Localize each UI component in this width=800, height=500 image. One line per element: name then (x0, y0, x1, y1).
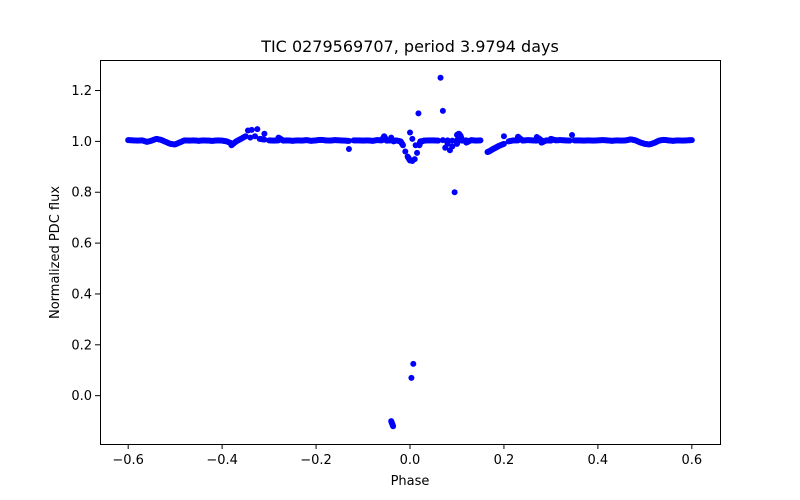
data-point (409, 135, 416, 142)
data-point (414, 149, 421, 156)
data-point (252, 133, 258, 140)
data-point (449, 143, 456, 150)
data-point (407, 129, 413, 136)
x-tick-label: −0.6 (112, 453, 144, 468)
data-point (406, 156, 413, 163)
y-axis: 0.0 0.2 0.4 0.6 0.8 1.0 1.2 (71, 84, 100, 404)
y-tick-label: 1.2 (71, 84, 92, 99)
x-tick-label: 0.6 (681, 453, 702, 468)
data-point (453, 140, 460, 147)
data-point (410, 360, 417, 367)
data-point (248, 126, 255, 133)
x-tick-label: −0.4 (206, 453, 238, 468)
x-tick-label: −0.2 (300, 453, 332, 468)
data-point (437, 74, 444, 81)
data-point (565, 137, 572, 144)
data-point (241, 133, 248, 140)
data-point (687, 137, 694, 144)
y-tick-label: 0.4 (71, 287, 92, 302)
data-point (449, 137, 456, 144)
x-tick-label: 0.4 (588, 453, 609, 468)
data-point (439, 107, 446, 114)
data-point (402, 148, 409, 155)
data-point (569, 132, 576, 139)
data-point (476, 137, 483, 144)
y-tick-label: 0.0 (71, 389, 92, 404)
data-point (415, 110, 422, 117)
y-axis-label: Normalized PDC flux (48, 186, 63, 319)
data-points (125, 74, 695, 430)
data-point (345, 146, 352, 153)
x-axis: −0.6 −0.4 −0.2 0.0 0.2 0.4 0.6 (112, 444, 702, 468)
data-point (500, 141, 506, 148)
data-point (261, 130, 268, 137)
y-tick-label: 0.2 (71, 338, 92, 353)
data-point (399, 141, 406, 148)
x-tick-label: 0.2 (494, 453, 515, 468)
x-tick-label: 0.0 (400, 453, 421, 468)
data-point (254, 126, 261, 133)
data-point (408, 374, 415, 381)
x-axis-label: Phase (391, 474, 430, 489)
data-point (434, 137, 441, 144)
data-point (500, 133, 507, 140)
data-point (345, 137, 351, 144)
y-tick-label: 0.8 (71, 186, 92, 201)
y-tick-label: 1.0 (71, 135, 92, 150)
data-point (439, 137, 446, 144)
data-point (451, 189, 458, 196)
data-point (389, 422, 396, 429)
data-point (444, 140, 451, 147)
y-tick-label: 0.6 (71, 237, 92, 252)
data-point (411, 156, 418, 163)
data-point (260, 136, 267, 143)
chart-title: TIC 0279569707, period 3.9794 days (260, 37, 559, 56)
data-point (247, 134, 254, 141)
